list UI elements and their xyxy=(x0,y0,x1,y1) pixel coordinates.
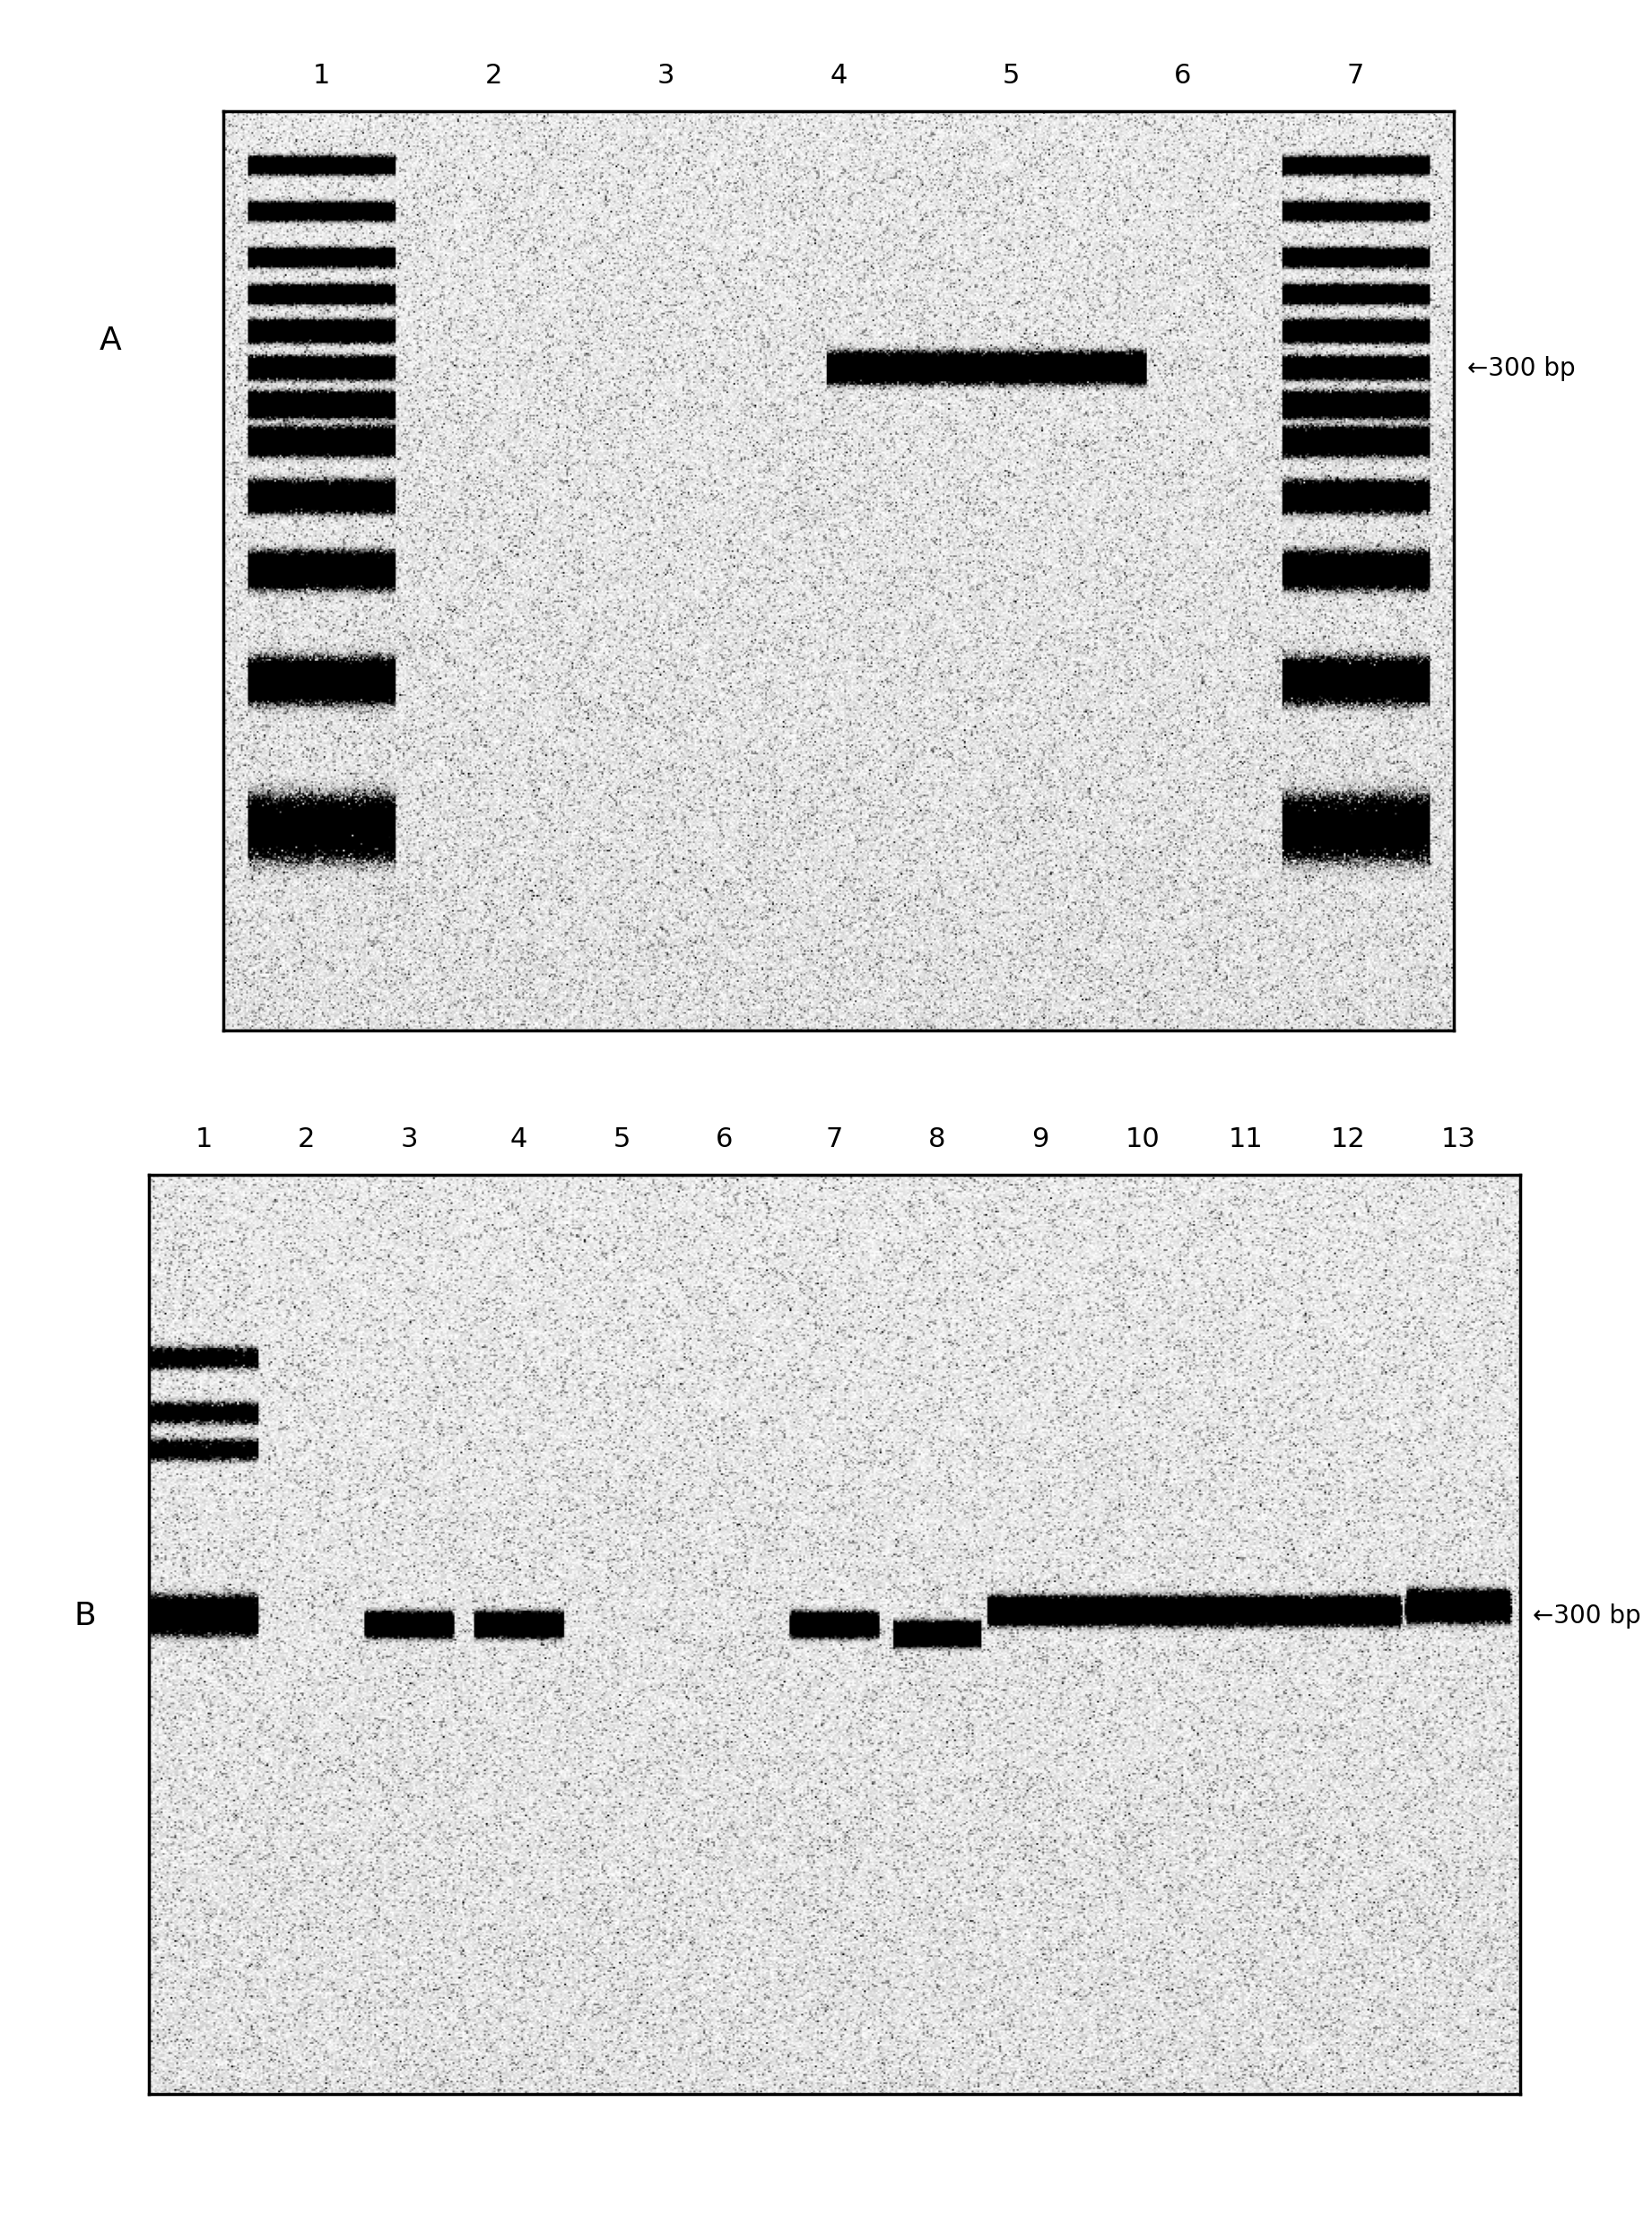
Text: ←300 bp: ←300 bp xyxy=(1533,1604,1640,1629)
Text: 10: 10 xyxy=(1125,1126,1160,1152)
Text: 8: 8 xyxy=(928,1126,947,1152)
Text: 7: 7 xyxy=(1346,62,1365,89)
Text: 6: 6 xyxy=(715,1126,733,1152)
Text: A: A xyxy=(99,326,121,357)
Text: 11: 11 xyxy=(1227,1126,1264,1152)
Text: 5: 5 xyxy=(613,1126,631,1152)
Text: 1: 1 xyxy=(312,62,330,89)
Text: 3: 3 xyxy=(400,1126,418,1152)
Text: ←300 bp: ←300 bp xyxy=(1467,357,1574,381)
Text: 13: 13 xyxy=(1441,1126,1475,1152)
Text: 3: 3 xyxy=(657,62,674,89)
Text: 2: 2 xyxy=(486,62,502,89)
Text: 7: 7 xyxy=(826,1126,843,1152)
Text: 12: 12 xyxy=(1332,1126,1366,1152)
Text: 4: 4 xyxy=(829,62,847,89)
Text: 2: 2 xyxy=(297,1126,316,1152)
Text: 4: 4 xyxy=(510,1126,527,1152)
Text: 9: 9 xyxy=(1031,1126,1049,1152)
Text: B: B xyxy=(74,1600,96,1631)
Text: 6: 6 xyxy=(1175,62,1191,89)
Text: 5: 5 xyxy=(1003,62,1019,89)
Text: 1: 1 xyxy=(195,1126,211,1152)
